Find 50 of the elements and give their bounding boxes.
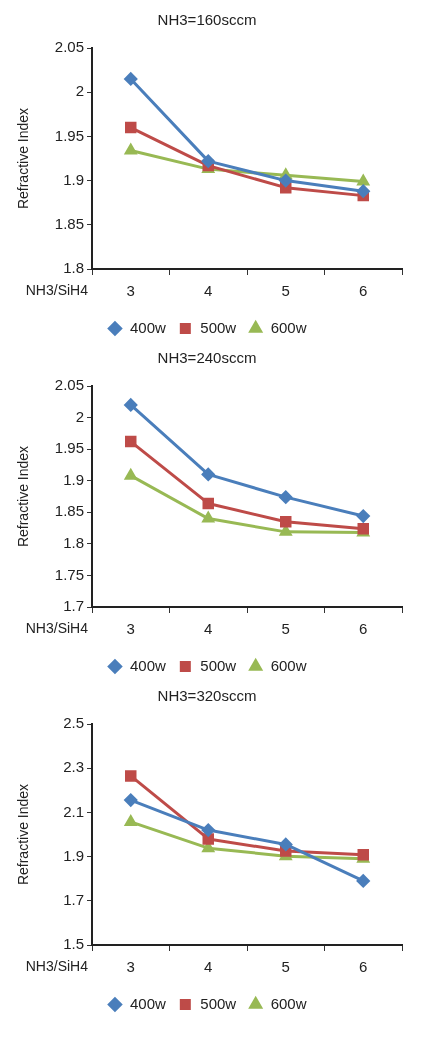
x-tick-label: 3 bbox=[126, 958, 135, 976]
y-tick-label: 1.85 bbox=[54, 502, 84, 520]
y-axis-title: Refractive Index bbox=[15, 783, 32, 886]
y-tick-label: 2.05 bbox=[54, 376, 84, 394]
y-tick-label: 2.5 bbox=[63, 714, 84, 732]
legend-label: 600w bbox=[270, 656, 307, 674]
legend-label: 500w bbox=[200, 994, 237, 1012]
x-tick-label: 5 bbox=[281, 958, 290, 976]
legend-label: 400w bbox=[129, 994, 166, 1012]
legend-label: 500w bbox=[200, 318, 237, 336]
y-tick-label: 2.05 bbox=[54, 38, 84, 56]
x-tick-label: 3 bbox=[126, 282, 135, 300]
y-tick-label: 1.75 bbox=[54, 565, 84, 583]
x-tick-label: 3 bbox=[126, 620, 135, 638]
x-tick-label: 4 bbox=[204, 282, 213, 300]
x-axis-title: NH3/SiH4 bbox=[25, 957, 89, 974]
y-tick-label: 1.7 bbox=[63, 597, 84, 615]
y-tick-label: 1.85 bbox=[54, 214, 84, 232]
legend-label: 600w bbox=[270, 318, 307, 336]
x-tick-label: 4 bbox=[204, 958, 213, 976]
y-tick-label: 1.9 bbox=[63, 470, 84, 488]
y-tick-label: 1.7 bbox=[63, 890, 84, 908]
x-tick-label: 6 bbox=[359, 620, 368, 638]
y-tick-label: 2 bbox=[75, 82, 84, 100]
x-tick-label: 5 bbox=[281, 282, 290, 300]
y-tick-label: 2 bbox=[75, 407, 84, 425]
x-axis-title: NH3/SiH4 bbox=[25, 281, 89, 298]
legend-label: 500w bbox=[200, 656, 237, 674]
x-tick-label: 6 bbox=[359, 958, 368, 976]
chart-title: NH3=240sccm bbox=[157, 349, 257, 367]
y-tick-label: 2.3 bbox=[63, 758, 84, 776]
legend-label: 600w bbox=[270, 994, 307, 1012]
y-tick-label: 1.8 bbox=[63, 534, 84, 551]
y-tick-label: 1.5 bbox=[63, 935, 84, 953]
x-tick-label: 6 bbox=[359, 282, 368, 300]
y-axis-title: Refractive Index bbox=[15, 107, 32, 210]
legend-label: 400w bbox=[129, 318, 166, 336]
y-tick-label: 1.95 bbox=[54, 126, 84, 144]
y-tick-label: 1.95 bbox=[54, 439, 84, 457]
chart-title: NH3=320sccm bbox=[157, 687, 257, 705]
y-axis-title: Refractive Index bbox=[15, 445, 32, 548]
legend-label: 400w bbox=[129, 656, 166, 674]
y-tick-label: 2.1 bbox=[63, 802, 84, 820]
y-tick-label: 1.9 bbox=[63, 846, 84, 864]
chart-title: NH3=160sccm bbox=[157, 11, 257, 29]
y-tick-label: 1.8 bbox=[63, 259, 84, 277]
x-axis-title: NH3/SiH4 bbox=[25, 619, 89, 636]
x-tick-label: 5 bbox=[281, 620, 290, 638]
x-tick-label: 4 bbox=[204, 620, 213, 638]
y-tick-label: 1.9 bbox=[63, 170, 84, 188]
